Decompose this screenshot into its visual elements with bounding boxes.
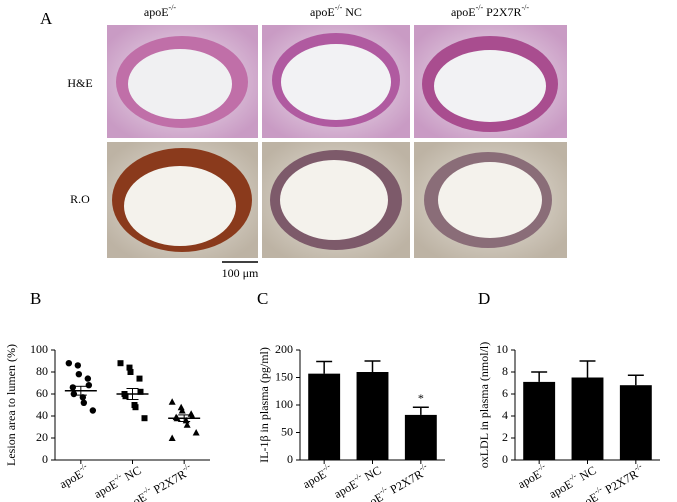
y-tick-label: 60 — [36, 386, 48, 400]
y-tick-label: 0 — [502, 452, 508, 466]
histology-panel: apoE-/- apoE-/- NC apoE-/- P2X7R-/- H&E … — [67, 3, 567, 280]
x-tick-label: apoE-/- — [56, 461, 92, 491]
he-lumen — [128, 49, 232, 119]
data-point — [74, 362, 82, 369]
column-label: apoE-/- — [144, 3, 177, 18]
data-point — [122, 393, 129, 400]
y-tick-label: 0 — [42, 452, 48, 466]
y-axis-label: oxLDL in plasma (nmol/l) — [477, 342, 491, 469]
bar — [308, 373, 341, 460]
data-point — [178, 407, 186, 414]
y-tick-label: 150 — [275, 369, 293, 383]
error-bar — [178, 414, 191, 422]
data-point — [168, 434, 176, 441]
data-point — [127, 369, 134, 375]
error-bar — [579, 360, 596, 378]
error-bar — [74, 385, 87, 396]
data-point — [89, 407, 97, 414]
error-bar — [126, 388, 139, 400]
data-point — [132, 404, 139, 411]
data-point — [183, 421, 191, 428]
y-tick-label: 4 — [502, 408, 508, 422]
data-point — [84, 375, 92, 382]
y-tick-label: 0 — [287, 452, 293, 466]
bar — [404, 414, 437, 460]
row-label: H&E — [67, 76, 92, 90]
y-tick-label: 2 — [502, 430, 508, 444]
panel-label: A — [40, 9, 53, 28]
data-point — [70, 390, 78, 398]
data-point — [141, 415, 148, 422]
data-point — [117, 360, 124, 367]
data-point — [80, 399, 88, 406]
annotation: * — [418, 391, 424, 405]
y-tick-label: 100 — [275, 397, 293, 411]
y-tick-label: 50 — [281, 424, 293, 438]
x-tick-label: apoE-/- — [514, 461, 550, 491]
error-bar — [531, 371, 548, 382]
data-point — [85, 382, 93, 389]
data-point — [126, 364, 133, 371]
ro-lumen — [124, 166, 236, 246]
y-tick-label: 40 — [36, 408, 48, 422]
data-point — [136, 375, 143, 382]
data-point — [137, 388, 144, 395]
bar — [523, 381, 556, 460]
data-point — [69, 384, 77, 391]
y-axis-label: IL-1β in plasma (pg/ml) — [257, 347, 271, 463]
x-tick-label: apoE-/- — [299, 461, 335, 491]
error-bar — [412, 406, 429, 415]
row-label: R.O — [70, 192, 90, 206]
column-label: apoE-/- NC — [310, 3, 362, 18]
data-point — [75, 371, 83, 378]
bar — [356, 372, 389, 460]
he-lumen — [434, 50, 546, 122]
data-point — [79, 394, 87, 401]
error-bar — [316, 360, 333, 374]
panel-label: B — [30, 289, 41, 308]
y-tick-label: 6 — [502, 386, 508, 400]
bar — [571, 377, 604, 460]
data-point — [188, 412, 196, 419]
data-point — [65, 360, 73, 367]
panel-label: D — [478, 289, 490, 308]
y-tick-label: 80 — [36, 364, 48, 378]
y-tick-label: 10 — [496, 342, 508, 356]
ro-lumen — [280, 160, 388, 240]
error-bar — [627, 374, 644, 386]
error-bar — [364, 360, 381, 372]
y-tick-label: 20 — [36, 430, 48, 444]
y-tick-label: 100 — [30, 342, 48, 356]
column-label: apoE-/- P2X7R-/- — [451, 3, 529, 18]
data-point — [168, 398, 176, 405]
data-point — [192, 429, 200, 436]
scale-bar-label: 100 μm — [222, 266, 259, 280]
he-lumen — [281, 44, 391, 120]
y-tick-label: 200 — [275, 342, 293, 356]
panel-label: C — [257, 289, 268, 308]
ro-lumen — [438, 162, 542, 238]
bar — [619, 385, 652, 460]
y-tick-label: 8 — [502, 364, 508, 378]
y-axis-label: Lesion area to lumen (%) — [4, 344, 18, 466]
